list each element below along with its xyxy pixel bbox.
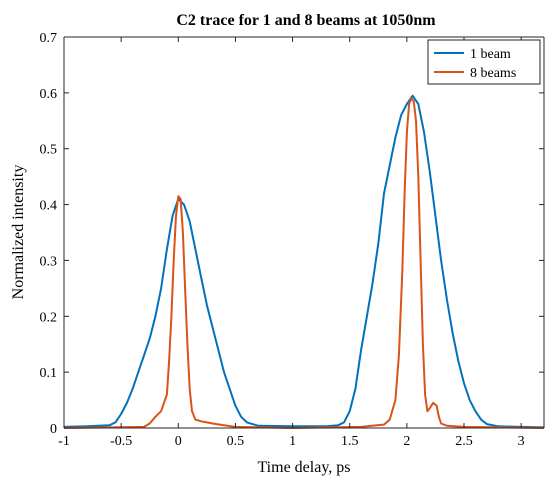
legend-label-1-beam: 1 beam <box>470 47 511 62</box>
x-tick-label: 3 <box>518 434 525 449</box>
y-tick-label: 0.1 <box>40 366 58 381</box>
x-tick-label: 1 <box>289 434 296 449</box>
legend: 1 beam 8 beams <box>428 40 540 84</box>
y-tick-label: 0.6 <box>40 87 58 102</box>
y-tick-label: 0 <box>50 422 57 437</box>
y-tick-label: 0.4 <box>40 199 58 214</box>
x-tick-label: 2.5 <box>455 434 473 449</box>
y-tick-label: 0.3 <box>40 254 58 269</box>
y-tick-label: 0.7 <box>40 31 58 46</box>
x-tick-label: 0.5 <box>227 434 245 449</box>
x-tick-label: 2 <box>403 434 410 449</box>
x-tick-label: 1.5 <box>341 434 359 449</box>
x-axis-label: Time delay, ps <box>257 459 350 476</box>
chart-title: C2 trace for 1 and 8 beams at 1050nm <box>176 12 436 29</box>
y-tick-label: 0.5 <box>40 143 58 158</box>
y-tick-label: 0.2 <box>40 310 58 325</box>
x-tick-label: -0.5 <box>110 434 132 449</box>
x-tick-label: -1 <box>58 434 70 449</box>
plot-area <box>64 37 544 428</box>
legend-label-8-beams: 8 beams <box>470 66 516 81</box>
y-axis-label: Normalized intensity <box>10 165 27 300</box>
x-tick-label: 0 <box>175 434 182 449</box>
